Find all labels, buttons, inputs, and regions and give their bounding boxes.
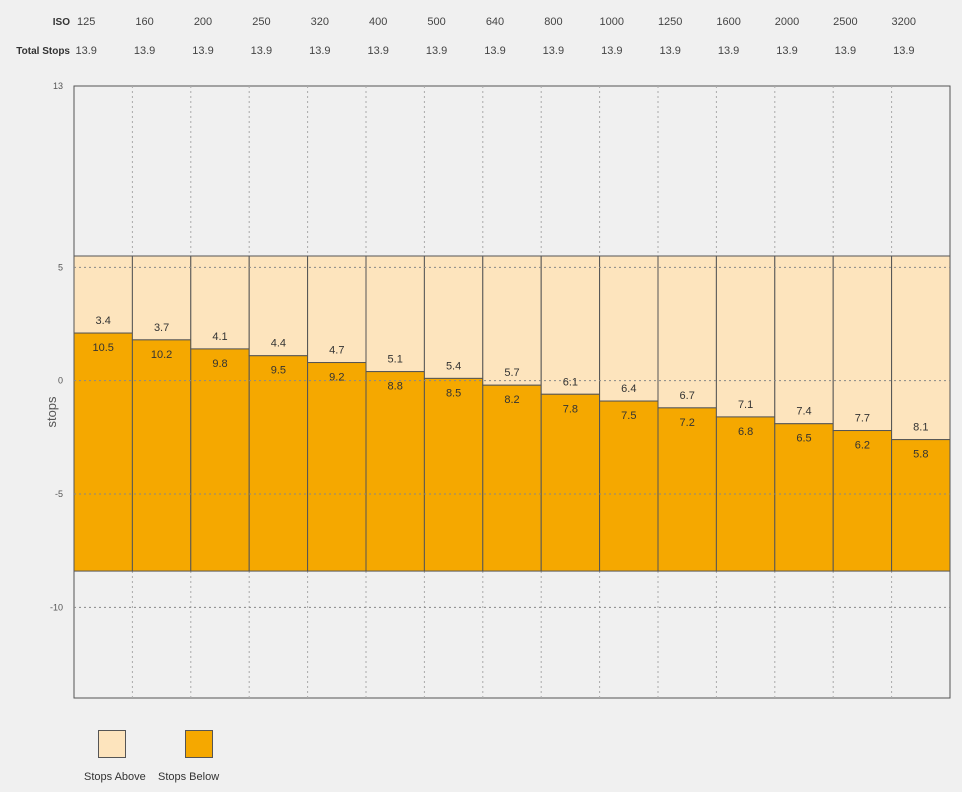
- data-label-stops-above: 6.4: [621, 383, 636, 395]
- data-label-stops-below: 6.5: [796, 433, 811, 445]
- iso-value: 160: [135, 16, 154, 28]
- total-stops-value: 13.9: [542, 45, 565, 57]
- data-label-stops-above: 5.4: [446, 360, 461, 372]
- data-label-stops-above: 3.4: [96, 315, 111, 327]
- data-label-stops-above: 6.1: [563, 376, 578, 388]
- data-label-stops-below: 10.2: [151, 349, 172, 361]
- bar-stops-above: [599, 255, 659, 402]
- data-label-stops-below: 9.2: [329, 372, 344, 384]
- data-label-stops-below: 7.8: [563, 403, 578, 415]
- bar-stops-below: [482, 384, 542, 572]
- bar-stops-below: [365, 371, 425, 572]
- bar-stops-above: [774, 255, 834, 425]
- bar-stops-above: [482, 255, 542, 386]
- legend-label-stops-above: Stops Above: [84, 771, 146, 783]
- data-label-stops-above: 7.1: [738, 399, 753, 411]
- bar-stops-below: [423, 377, 484, 572]
- iso-value: 200: [193, 16, 213, 28]
- iso-value: 250: [252, 16, 271, 28]
- total-stops-value: 13.9: [192, 45, 214, 57]
- y-tick-label: 0: [58, 376, 63, 386]
- y-axis-label: stops: [44, 396, 59, 428]
- y-tick-label: -10: [50, 602, 63, 612]
- data-label-stops-above: 4.7: [329, 345, 344, 357]
- total-stops-value: 13.9: [717, 45, 740, 57]
- iso-value: 1250: [657, 16, 683, 28]
- total-stops-value: 13.9: [776, 45, 798, 57]
- data-label-stops-above: 4.4: [271, 338, 286, 350]
- data-label-stops-below: 9.5: [271, 365, 286, 377]
- data-label-stops-below: 9.8: [212, 358, 227, 370]
- iso-value: 1600: [716, 16, 741, 28]
- data-label-stops-above: 5.1: [388, 354, 403, 366]
- iso-value: 400: [369, 16, 388, 28]
- bar-stops-above: [307, 255, 367, 364]
- data-label-stops-above: 8.1: [913, 422, 928, 434]
- iso-value: 800: [544, 16, 563, 28]
- total-stops-value: 13.9: [893, 45, 915, 57]
- bar-stops-below: [73, 332, 133, 572]
- bar-stops-above: [891, 255, 951, 441]
- total-stops-header-label: Total Stops: [16, 46, 70, 57]
- data-label-stops-above: 7.4: [796, 406, 811, 418]
- data-label-stops-below: 6.8: [738, 426, 753, 438]
- y-tick-label: -5: [55, 489, 63, 499]
- total-stops-value: 13.9: [250, 45, 273, 57]
- bar-stops-below: [540, 393, 601, 572]
- iso-header-label: ISO: [52, 17, 70, 28]
- bar-stops-above: [190, 255, 250, 350]
- data-label-stops-above: 4.1: [212, 331, 227, 343]
- total-stops-value: 13.9: [75, 45, 97, 57]
- bar-stops-above: [248, 255, 309, 357]
- y-tick-label: 5: [58, 262, 63, 272]
- iso-value: 125: [77, 16, 96, 28]
- legend-label-stops-below: Stops Below: [158, 771, 220, 783]
- bar-stops-above: [832, 255, 893, 432]
- data-label-stops-below: 5.8: [913, 449, 928, 461]
- bar-stops-below: [190, 348, 250, 572]
- total-stops-value: 13.9: [309, 45, 331, 57]
- data-label-stops-above: 7.7: [855, 413, 870, 425]
- total-stops-value: 13.9: [367, 45, 389, 57]
- bar-stops-above: [657, 255, 717, 409]
- data-label-stops-below: 8.8: [388, 381, 403, 393]
- data-label-stops-above: 5.7: [504, 367, 519, 379]
- iso-value: 3200: [891, 16, 917, 28]
- y-tick-label: 13: [53, 81, 63, 91]
- total-stops-value: 13.9: [601, 45, 623, 57]
- bar-stops-below: [774, 423, 834, 572]
- total-stops-value: 13.9: [659, 45, 681, 57]
- bar-stops-below: [599, 400, 659, 572]
- data-label-stops-below: 7.2: [680, 417, 695, 429]
- data-label-stops-below: 8.2: [504, 394, 519, 406]
- total-stops-value: 13.9: [484, 45, 506, 57]
- data-label-stops-below: 10.5: [92, 342, 113, 354]
- iso-value: 640: [485, 16, 505, 28]
- bar-stops-below: [131, 339, 192, 572]
- iso-value: 2000: [774, 16, 800, 28]
- total-stops-value: 13.9: [834, 45, 857, 57]
- bar-stops-below: [891, 439, 951, 572]
- iso-value: 2500: [833, 16, 858, 28]
- total-stops-value: 13.9: [425, 45, 448, 57]
- bar-stops-above: [540, 255, 601, 395]
- bar-stops-above: [715, 255, 776, 418]
- iso-value: 1000: [599, 16, 625, 28]
- bar-stops-below: [657, 407, 717, 572]
- legend-swatch-stops-above: [98, 730, 126, 758]
- data-label-stops-below: 6.2: [855, 440, 870, 452]
- data-label-stops-above: 3.7: [154, 322, 169, 334]
- bar-stops-below: [832, 430, 893, 572]
- bar-stops-below: [307, 362, 367, 572]
- data-label-stops-below: 7.5: [621, 410, 636, 422]
- bar-stops-above: [423, 255, 484, 379]
- data-label-stops-above: 6.7: [680, 390, 695, 402]
- iso-value: 500: [427, 16, 446, 28]
- iso-value: 320: [310, 16, 329, 28]
- legend-swatch-stops-below: [185, 730, 213, 758]
- data-label-stops-below: 8.5: [446, 387, 461, 399]
- total-stops-value: 13.9: [133, 45, 156, 57]
- bar-stops-below: [248, 355, 309, 572]
